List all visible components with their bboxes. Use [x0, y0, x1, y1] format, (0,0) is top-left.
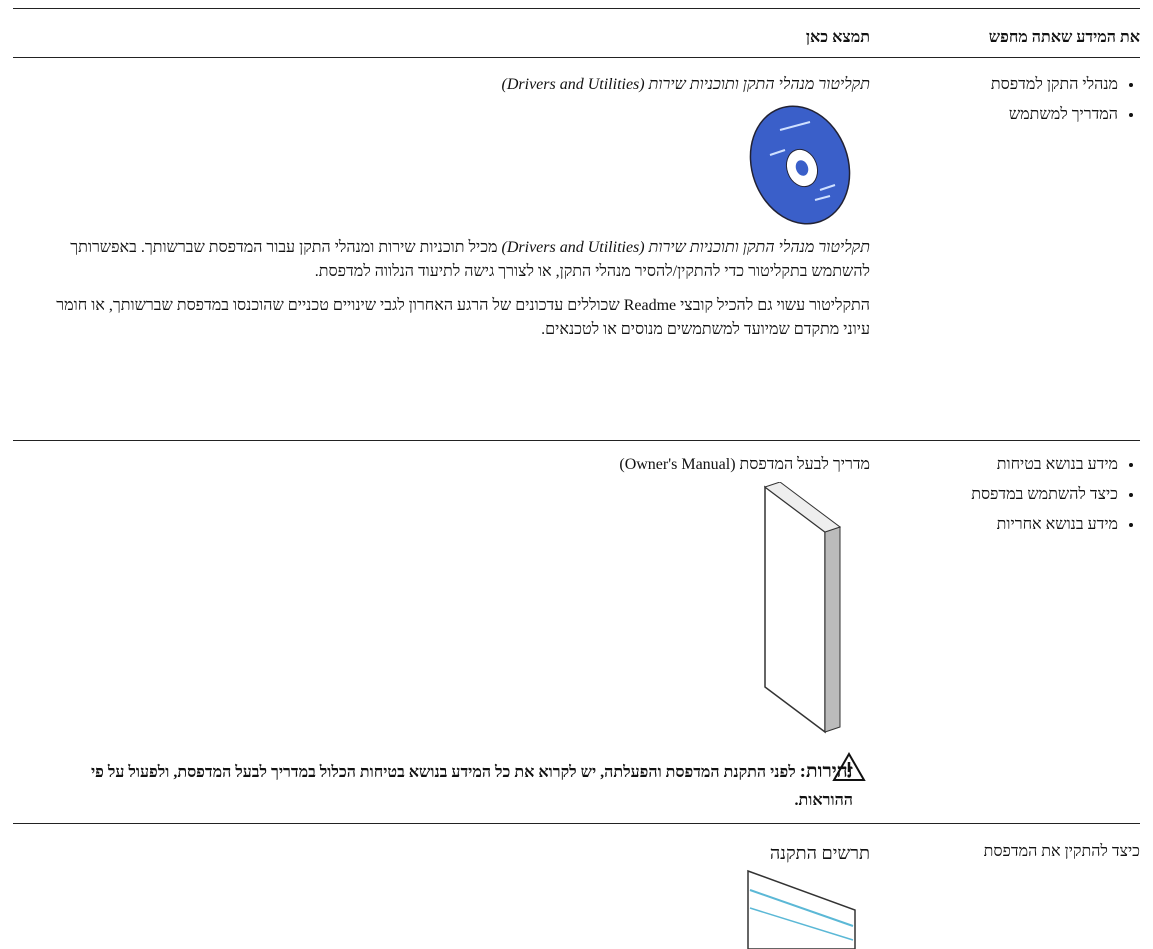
topic: מידע בנושא אחריות	[903, 516, 1118, 534]
text: מכיל תוכניות שירות ומנהלי התקן עבור המדפ…	[70, 239, 870, 280]
column-header: תמצא כאן	[805, 29, 870, 46]
warning-text: לפני התקנת המדפסת והפעלתה, יש לקרוא את כ…	[90, 764, 853, 809]
warning: זהירות: לפני התקנת המדפסת והפעלתה, יש לק…	[53, 758, 853, 815]
rule	[13, 57, 1140, 58]
source-title: תקליטור מנהלי התקן ותוכניות שירות (Drive…	[501, 76, 870, 93]
rule	[13, 8, 1140, 9]
italic-lead: תקליטור מנהלי התקן ותוכניות שירות (Drive…	[501, 239, 870, 256]
topic-list: מנהלי התקן למדפסת המדריך למשתמש	[903, 76, 1140, 136]
manual-icon	[763, 482, 842, 734]
warning-icon	[832, 752, 866, 781]
rule	[13, 823, 1140, 824]
topic: כיצד להתקין את המדפסת	[983, 843, 1140, 860]
column-header: את המידע שאתה מחפש	[988, 29, 1140, 46]
paragraph: תקליטור מנהלי התקן ותוכניות שירות (Drive…	[50, 236, 870, 284]
topic-list: מידע בנושא בטיחות כיצד להשתמש במדפסת מיד…	[903, 456, 1140, 546]
paragraph: התקליטור עשוי גם להכיל קובצי Readme שכול…	[56, 297, 870, 338]
description: תקליטור מנהלי התקן ותוכניות שירות (Drive…	[50, 236, 870, 352]
source-title: תרשים התקנה	[769, 843, 870, 863]
setup-diagram-icon	[747, 869, 856, 949]
rule	[13, 440, 1140, 441]
topic: המדריך למשתמש	[903, 106, 1118, 124]
cd-icon	[749, 105, 851, 225]
warning-label: זהירות:	[799, 761, 853, 782]
topic: כיצד להשתמש במדפסת	[903, 486, 1118, 504]
topic: מידע בנושא בטיחות	[903, 456, 1118, 474]
topic: מנהלי התקן למדפסת	[903, 76, 1118, 94]
source-title: מדריך לבעל המדפסת (Owner's Manual)	[619, 456, 870, 473]
